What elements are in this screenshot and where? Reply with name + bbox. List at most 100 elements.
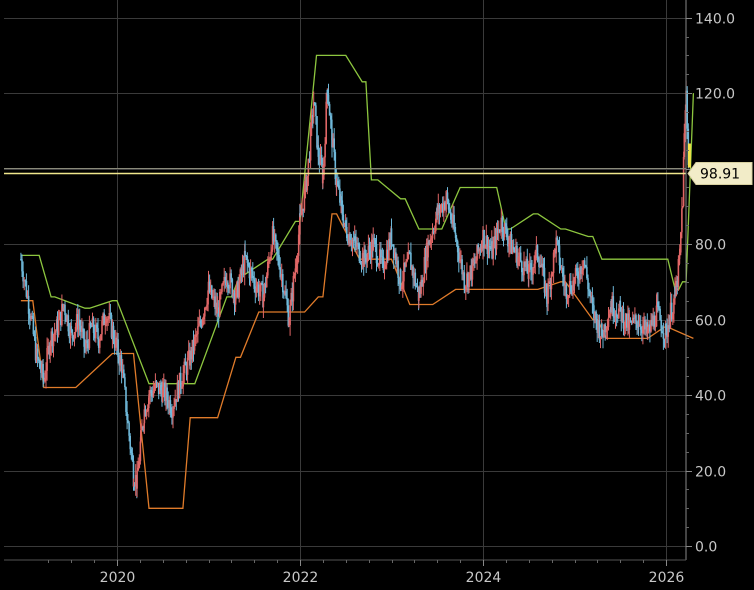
price-candle [595,311,597,320]
price-candle [642,325,644,334]
price-candle [557,240,560,246]
price-candle [425,242,428,270]
price-candle [422,282,425,287]
price-candle [623,325,626,329]
price-candle [636,321,638,328]
price-candle [291,292,294,302]
price-candle [610,307,612,312]
price-candle [494,236,497,250]
price-candle [461,259,463,275]
price-candle [202,316,205,320]
price-candle [285,291,287,299]
price-candle [446,192,449,201]
price-candle [279,267,281,278]
price-candle [123,369,125,378]
price-candle [352,239,355,241]
price-candle [299,213,301,215]
price-candle [95,324,97,339]
price-candle [575,268,578,272]
price-candle [444,202,446,210]
price-candle [421,279,423,287]
price-candle [370,239,373,260]
price-candle [177,382,180,399]
price-candle [269,259,271,261]
price-candle [483,230,485,249]
price-candle [90,326,93,328]
price-candle [441,204,444,213]
price-candle [628,320,631,330]
price-candle [547,283,549,304]
price-candle [589,290,591,297]
price-candle [416,286,419,288]
price-candle [264,283,267,288]
price-candle [52,334,55,347]
price-candle [24,280,27,282]
price-candle [176,382,179,402]
price-candle [516,245,518,266]
price-candle [234,299,237,305]
price-candle [634,315,636,319]
price-candle [232,292,235,297]
price-candle [137,467,139,471]
price-candle [652,315,654,326]
price-candle [537,257,539,260]
price-candle [560,267,563,269]
price-candle [56,319,59,335]
price-candle [549,281,552,290]
price-candle [604,324,606,333]
price-candle [323,157,325,176]
price-candle [629,320,632,322]
price-candle [280,274,283,277]
price-candle [33,334,36,337]
price-candle [592,303,594,306]
price-candle [198,320,201,325]
price-candle [182,373,184,387]
x-tick-label: 2022 [283,570,319,586]
price-candle [546,299,548,304]
price-candle [342,214,345,226]
price-candle [649,324,651,332]
price-candle [497,229,500,233]
price-candle [142,427,144,429]
price-candle [289,305,291,325]
price-candle [529,263,531,265]
price-candle [503,223,506,238]
price-candle [227,282,229,289]
price-candle [458,252,460,262]
price-candle [223,277,225,283]
price-candle [587,278,589,290]
price-candle [680,232,682,253]
price-candle [272,226,275,242]
price-candle [175,399,178,402]
price-candle [387,249,389,260]
price-candle [244,250,246,256]
price-candle [399,269,402,289]
price-candle [365,257,367,263]
price-candle [480,245,483,251]
price-candle [287,305,290,326]
price-candle [153,388,156,391]
price-candle [392,244,395,258]
y-tick-label: 0.0 [695,540,717,556]
price-candle [92,318,95,333]
price-candle [382,256,385,271]
x-tick-label: 2020 [100,570,136,586]
price-candle [377,264,380,266]
price-candle [164,382,166,401]
price-candle [63,304,65,308]
price-candle [335,180,338,188]
price-candle [473,262,475,265]
price-candle [598,320,601,340]
price-candle [451,219,453,224]
price-candle [420,279,422,294]
price-candle [143,409,146,424]
price-candle [221,284,223,292]
price-candle [322,175,324,184]
price-candle [655,305,658,327]
price-candle [228,288,230,290]
price-candle [75,314,78,327]
price-candle [216,307,219,314]
price-candle [312,115,314,117]
price-candle [200,323,203,326]
